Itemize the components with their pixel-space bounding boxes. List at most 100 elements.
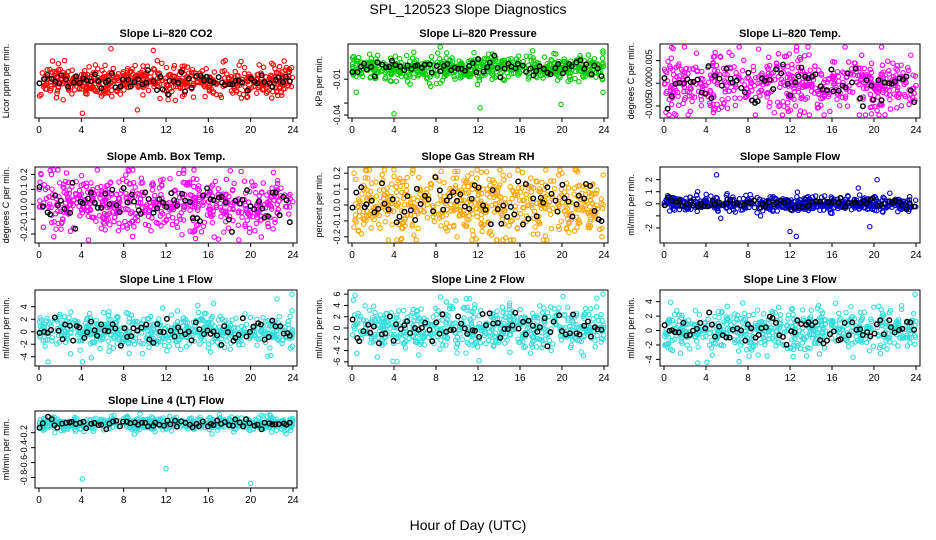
data-point	[517, 306, 524, 313]
data-point	[162, 75, 169, 82]
data-point-mean	[680, 80, 687, 87]
panel-title: Slope Gas Stream RH	[421, 151, 534, 163]
x-tick-label: 0	[36, 125, 42, 136]
data-point	[159, 60, 165, 67]
data-point	[411, 49, 417, 56]
data-point	[403, 72, 410, 79]
data-point	[378, 68, 385, 75]
y-tick-label: -0.1	[19, 211, 29, 227]
data-point	[443, 212, 450, 218]
data-point-mean	[254, 80, 261, 87]
data-point	[129, 66, 135, 72]
data-point	[907, 96, 913, 102]
data-point	[195, 309, 202, 316]
data-point-mean	[186, 198, 193, 205]
data-point	[698, 93, 704, 99]
data-point-mean	[62, 76, 69, 83]
data-point	[286, 211, 292, 217]
data-point-mean	[473, 69, 480, 76]
data-point-outlier	[258, 234, 265, 240]
data-point	[60, 96, 66, 103]
x-tick-label: 8	[745, 250, 751, 261]
data-point	[69, 67, 75, 74]
data-point	[403, 187, 410, 194]
data-point-mean	[204, 185, 211, 192]
data-point	[443, 299, 450, 305]
data-point-outlier	[192, 235, 199, 242]
y-tick-label: 0.000	[644, 72, 654, 95]
data-point	[753, 74, 759, 81]
data-point	[437, 192, 443, 198]
data-point	[256, 62, 262, 68]
data-point	[469, 237, 475, 243]
data-point-mean	[144, 67, 151, 74]
data-point	[844, 103, 851, 109]
data-point	[860, 85, 867, 91]
data-point-mean	[125, 76, 132, 83]
data-point	[68, 309, 74, 315]
data-point	[737, 95, 743, 101]
data-point	[350, 53, 357, 60]
data-point	[77, 347, 83, 353]
data-point	[506, 172, 513, 178]
y-tick-label: -0.2	[332, 229, 342, 245]
data-point	[37, 179, 43, 185]
data-point	[852, 60, 858, 66]
y-axis-label: degrees C per min.	[1, 167, 11, 244]
x-tick-label: 16	[203, 125, 215, 136]
data-point	[806, 112, 813, 118]
data-point-mean	[58, 72, 65, 79]
data-point-mean	[417, 200, 424, 207]
data-point	[912, 197, 919, 203]
data-point	[666, 112, 672, 118]
data-point-mean	[358, 63, 365, 70]
data-point	[454, 350, 460, 356]
data-point-mean	[426, 61, 433, 68]
data-point	[668, 101, 675, 108]
x-tick-label: 8	[433, 250, 439, 261]
data-point-mean	[716, 75, 723, 82]
data-point-mean	[258, 72, 265, 79]
y-tick-label: 2	[332, 314, 342, 319]
data-point-mean	[57, 197, 64, 204]
data-point-mean	[530, 195, 537, 202]
data-point	[253, 220, 260, 227]
x-tick-label: 12	[472, 373, 484, 384]
data-point	[152, 192, 158, 199]
data-point	[106, 348, 112, 355]
data-point	[774, 99, 781, 105]
data-point	[599, 76, 606, 83]
data-point-mean	[153, 86, 160, 93]
data-point	[233, 87, 240, 93]
data-point-mean	[188, 84, 195, 91]
y-tick-label: -2	[19, 340, 29, 348]
data-point	[391, 173, 397, 180]
data-point	[117, 91, 124, 97]
data-point	[66, 314, 72, 321]
data-point	[239, 214, 245, 220]
data-point	[821, 112, 827, 118]
data-point	[39, 70, 46, 76]
data-point-mean	[150, 78, 157, 85]
data-point-mean	[197, 72, 204, 79]
data-point	[276, 63, 283, 70]
data-point	[741, 57, 747, 64]
data-point	[566, 73, 573, 80]
data-point	[353, 176, 359, 183]
data-point	[287, 313, 293, 320]
data-point-mean	[540, 65, 547, 72]
data-point	[94, 167, 101, 173]
data-point-mean	[738, 84, 745, 91]
data-point	[266, 75, 273, 81]
data-point	[732, 95, 738, 101]
data-point	[76, 86, 82, 92]
data-point	[146, 344, 152, 350]
data-point-outlier	[717, 215, 724, 222]
data-point	[512, 203, 519, 209]
data-point	[354, 350, 360, 357]
data-point	[115, 228, 122, 234]
data-point	[564, 304, 571, 311]
data-point	[498, 62, 504, 68]
data-point-mean	[401, 208, 408, 215]
data-point	[725, 95, 731, 102]
